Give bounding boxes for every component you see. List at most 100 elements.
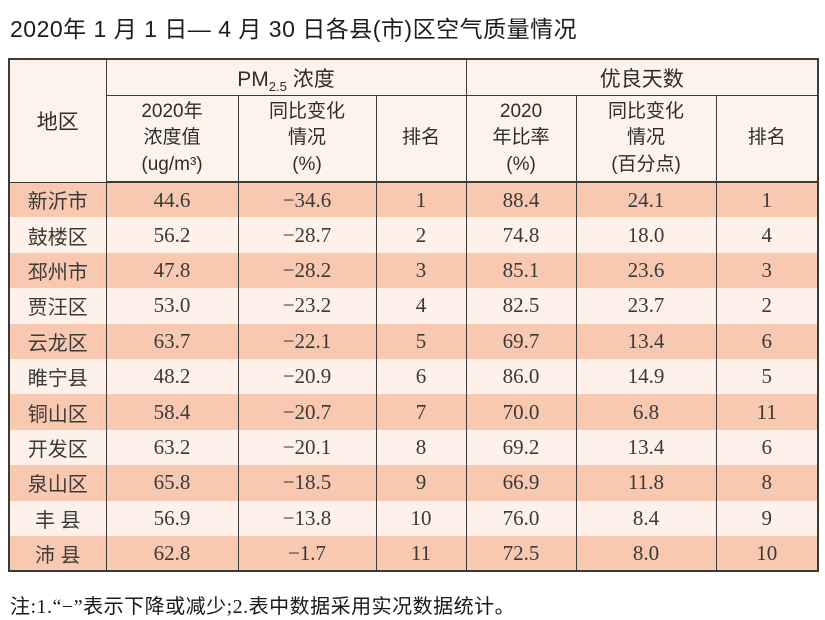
days-rank-cell: 5 <box>715 358 819 395</box>
days-rank-cell: 1 <box>715 182 819 218</box>
region-cell: 贾汪区 <box>8 288 107 324</box>
region-cell: 沛 县 <box>8 535 107 572</box>
pm-change-cell: −18.5 <box>237 465 377 501</box>
pm-change-cell: −34.6 <box>237 182 377 218</box>
days-rank-cell: 6 <box>715 323 819 359</box>
days-rank-cell: 3 <box>715 252 819 289</box>
header-days-group: 优良天数 <box>465 59 819 96</box>
pm-label-suffix: 浓度 <box>286 67 335 91</box>
pm-value-cell: 58.4 <box>105 394 239 430</box>
pm-value-cell: 47.8 <box>105 252 239 289</box>
days-rate-cell: 70.0 <box>465 394 577 430</box>
pm-value-cell: 56.2 <box>105 217 239 253</box>
days-change-cell: 23.7 <box>575 288 717 324</box>
days-rank-cell: 2 <box>715 288 819 324</box>
days-change-cell: 24.1 <box>575 182 717 218</box>
table-row: 开发区 63.2 −20.1 8 69.2 13.4 6 <box>8 429 819 466</box>
region-cell: 开发区 <box>8 429 107 466</box>
days-change-cell: 8.4 <box>575 500 717 536</box>
days-rate-cell: 66.9 <box>465 465 577 501</box>
pm-value-cell: 44.6 <box>105 182 239 218</box>
pm-value-cell: 62.8 <box>105 535 239 572</box>
pm-rank-cell: 5 <box>375 323 467 359</box>
region-cell: 丰 县 <box>8 500 107 536</box>
table-row: 泉山区 65.8 −18.5 9 66.9 11.8 8 <box>8 465 819 501</box>
table-row: 鼓楼区 56.2 −28.7 2 74.8 18.0 4 <box>8 217 819 253</box>
header-days-rank: 排名 <box>715 95 819 183</box>
table-row: 邳州市 47.8 −28.2 3 85.1 23.6 3 <box>8 252 819 289</box>
table-row: 云龙区 63.7 −22.1 5 69.7 13.4 6 <box>8 323 819 359</box>
pm-value-cell: 63.7 <box>105 323 239 359</box>
air-quality-table: 地区 PM2.5 浓度 优良天数 2020年 浓度值 (ug/m³) 同比变化 … <box>8 58 820 573</box>
region-cell: 邳州市 <box>8 252 107 289</box>
header-pm-rank: 排名 <box>375 95 467 183</box>
table-header: 地区 PM2.5 浓度 优良天数 2020年 浓度值 (ug/m³) 同比变化 … <box>8 59 819 183</box>
header-pm-group: PM2.5 浓度 <box>105 59 467 96</box>
table-row: 新沂市 44.6 −34.6 1 88.4 24.1 1 <box>8 182 819 218</box>
days-rank-cell: 9 <box>715 500 819 536</box>
days-rank-cell: 10 <box>715 535 819 572</box>
header-pm-value: 2020年 浓度值 (ug/m³) <box>105 95 239 183</box>
days-rate-cell: 72.5 <box>465 535 577 572</box>
pm-rank-cell: 1 <box>375 182 467 218</box>
table-row: 丰 县 56.9 −13.8 10 76.0 8.4 9 <box>8 500 819 536</box>
header-days-rate: 2020 年比率 (%) <box>465 95 577 183</box>
header-sub-row: 2020年 浓度值 (ug/m³) 同比变化 情况 (%) 排名 2020 年比… <box>9 95 819 183</box>
days-rate-cell: 69.7 <box>465 323 577 359</box>
table-row: 睢宁县 48.2 −20.9 6 86.0 14.9 5 <box>8 358 819 395</box>
pm-rank-cell: 8 <box>375 429 467 466</box>
pm-change-cell: −22.1 <box>237 323 377 359</box>
table-row: 铜山区 58.4 −20.7 7 70.0 6.8 11 <box>8 394 819 430</box>
days-change-cell: 14.9 <box>575 358 717 395</box>
page-title: 2020年 1 月 1 日— 4 月 30 日各县(市)区空气质量情况 <box>10 16 578 42</box>
pm-rank-cell: 2 <box>375 217 467 253</box>
pm-value-cell: 56.9 <box>105 500 239 536</box>
region-cell: 铜山区 <box>8 394 107 430</box>
pm-change-cell: −20.7 <box>237 394 377 430</box>
pm-rank-cell: 9 <box>375 465 467 501</box>
pm-value-cell: 65.8 <box>105 465 239 501</box>
pm-label-prefix: PM <box>237 67 269 91</box>
footnote: 注:1.“−”表示下降或减少;2.表中数据采用实况数据统计。 <box>10 596 516 619</box>
pm-change-cell: −1.7 <box>237 535 377 572</box>
days-rate-cell: 86.0 <box>465 358 577 395</box>
pm-value-cell: 48.2 <box>105 358 239 395</box>
pm-change-cell: −13.8 <box>237 500 377 536</box>
region-cell: 新沂市 <box>8 182 107 218</box>
days-rate-cell: 76.0 <box>465 500 577 536</box>
header-days-change: 同比变化 情况 (百分点) <box>575 95 717 183</box>
days-change-cell: 6.8 <box>575 394 717 430</box>
days-change-cell: 11.8 <box>575 465 717 501</box>
table-row: 贾汪区 53.0 −23.2 4 82.5 23.7 2 <box>8 288 819 324</box>
pm-value-cell: 63.2 <box>105 429 239 466</box>
header-group-row: 地区 PM2.5 浓度 优良天数 <box>8 59 819 183</box>
days-rate-cell: 74.8 <box>465 217 577 253</box>
pm-change-cell: −28.7 <box>237 217 377 253</box>
days-change-cell: 18.0 <box>575 217 717 253</box>
pm-rank-cell: 3 <box>375 252 467 289</box>
days-rate-cell: 82.5 <box>465 288 577 324</box>
pm-change-cell: −28.2 <box>237 252 377 289</box>
header-region: 地区 <box>8 59 107 183</box>
days-change-cell: 23.6 <box>575 252 717 289</box>
region-cell: 云龙区 <box>8 323 107 359</box>
days-rate-cell: 69.2 <box>465 429 577 466</box>
days-rate-cell: 85.1 <box>465 252 577 289</box>
days-rate-cell: 88.4 <box>465 182 577 218</box>
pm-change-cell: −20.1 <box>237 429 377 466</box>
days-rank-cell: 11 <box>715 394 819 430</box>
days-rank-cell: 8 <box>715 465 819 501</box>
header-pm-change: 同比变化 情况 (%) <box>237 95 377 183</box>
pm-rank-cell: 4 <box>375 288 467 324</box>
pm-rank-cell: 7 <box>375 394 467 430</box>
pm-rank-cell: 10 <box>375 500 467 536</box>
table-row: 沛 县 62.8 −1.7 11 72.5 8.0 10 <box>8 535 819 572</box>
region-cell: 鼓楼区 <box>8 217 107 253</box>
table-body: 新沂市 44.6 −34.6 1 88.4 24.1 1 鼓楼区 56.2 −2… <box>8 182 819 572</box>
pm-value-cell: 53.0 <box>105 288 239 324</box>
days-change-cell: 8.0 <box>575 535 717 572</box>
pm-change-cell: −20.9 <box>237 358 377 395</box>
pm-rank-cell: 6 <box>375 358 467 395</box>
days-rank-cell: 6 <box>715 429 819 466</box>
